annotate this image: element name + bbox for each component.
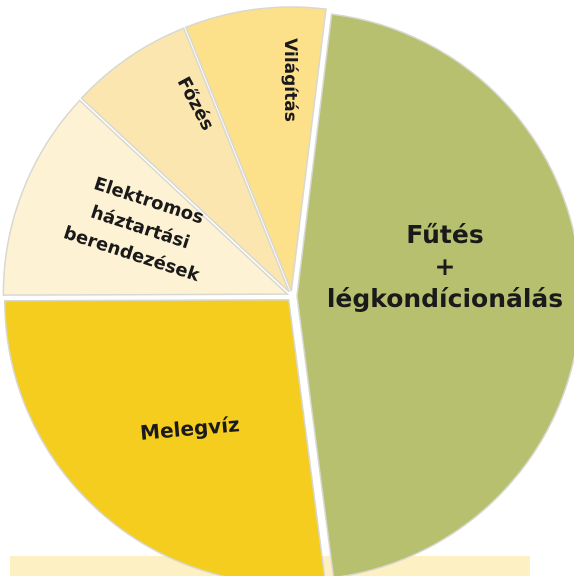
slice-label-line: légkondícionálás	[327, 284, 563, 313]
pie-slice	[184, 6, 327, 292]
slice-label: Világítás	[280, 38, 300, 122]
pie-slice	[80, 27, 290, 293]
slice-label: Fűtés + légkondícionálás	[327, 220, 563, 313]
pie-slice	[296, 13, 574, 576]
slice-label-line: Fűtés	[406, 220, 483, 249]
pie-slice	[3, 299, 326, 576]
slice-label-line: Világítás	[280, 38, 300, 122]
pie-slice	[2, 99, 290, 296]
slice-label-line: +	[435, 252, 456, 281]
